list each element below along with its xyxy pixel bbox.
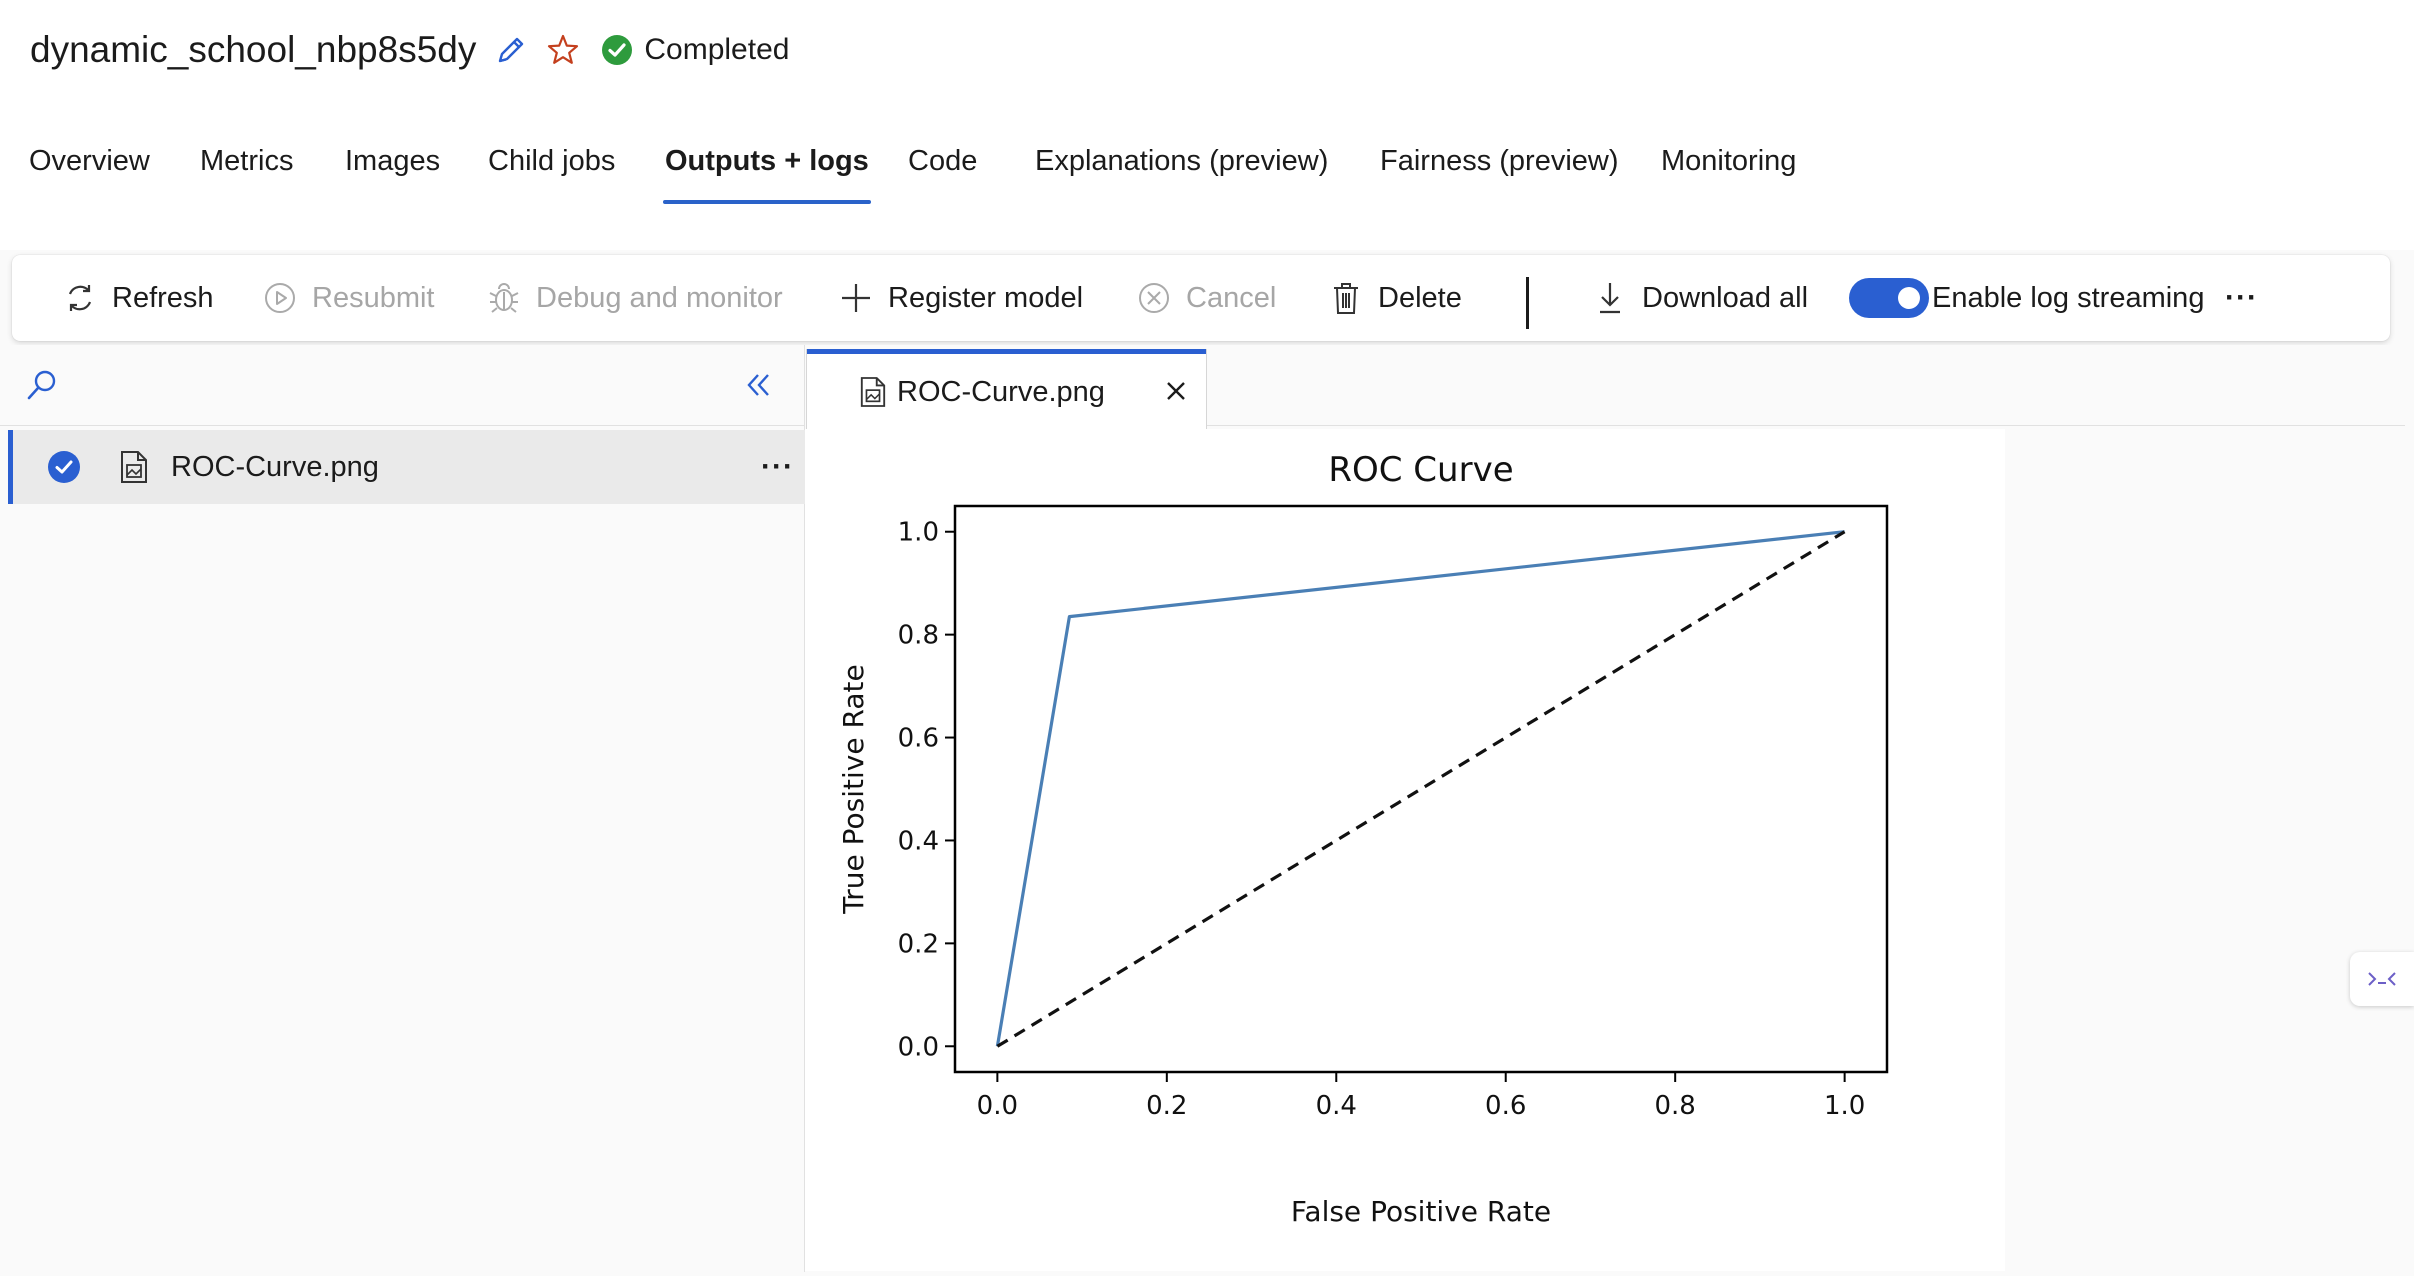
selected-check-icon[interactable] xyxy=(47,450,81,484)
y-tick-label: 0.4 xyxy=(898,826,939,856)
delete-label: Delete xyxy=(1378,281,1462,314)
x-tick-label: 0.0 xyxy=(977,1091,1018,1121)
open-file-tab[interactable]: ROC-Curve.png xyxy=(807,349,1206,430)
play-circle-icon xyxy=(262,280,298,316)
cancel-button[interactable]: Cancel xyxy=(1136,255,1276,341)
command-toolbar: Refresh Resubmit Debug and monitor Regis… xyxy=(12,255,2390,341)
tab-strip-border xyxy=(1207,425,2405,426)
open-file-tab-label: ROC-Curve.png xyxy=(897,375,1105,408)
refresh-button[interactable]: Refresh xyxy=(62,255,214,341)
chart-series xyxy=(995,530,1846,1048)
trash-icon xyxy=(1328,280,1364,316)
roc-curve-line xyxy=(995,530,1845,1047)
x-tick-label: 0.2 xyxy=(1146,1091,1187,1121)
job-title: dynamic_school_nbp8s5dy xyxy=(30,29,477,70)
y-tick-label: 1.0 xyxy=(898,518,939,548)
x-axis-label: False Positive Rate xyxy=(1291,1195,1551,1228)
file-viewer-pane: ROC-Curve.png ROC Curve 0.0 0.2 0.4 0.6 0.8 1… xyxy=(805,345,2414,1272)
explorer-header xyxy=(0,345,804,426)
close-icon[interactable] xyxy=(1163,378,1189,404)
image-file-icon xyxy=(859,376,887,408)
job-header: dynamic_school_nbp8s5dy Completed Overvi… xyxy=(0,0,2414,250)
debug-monitor-label: Debug and monitor xyxy=(536,281,783,314)
y-axis-label: True Positive Rate xyxy=(837,664,870,914)
edit-pencil-icon[interactable] xyxy=(494,33,528,67)
more-actions-button[interactable]: ··· xyxy=(2225,281,2258,314)
x-tick-label: 0.8 xyxy=(1655,1091,1696,1121)
y-tick-label: 0.6 xyxy=(898,724,939,754)
collapse-pane-icon[interactable] xyxy=(740,367,776,408)
chevrons-icon xyxy=(2365,967,2399,991)
tab-outputs-logs[interactable]: Outputs + logs xyxy=(663,136,871,206)
cancel-circle-icon xyxy=(1136,280,1172,316)
tab-overview[interactable]: Overview xyxy=(29,145,150,177)
favorite-star-icon[interactable] xyxy=(546,33,580,67)
y-axis: 0.0 0.2 0.4 0.6 0.8 1.0 xyxy=(898,518,955,1062)
download-all-label: Download all xyxy=(1642,281,1809,314)
chance-diagonal-line xyxy=(996,530,1846,1048)
tab-fairness[interactable]: Fairness (preview) xyxy=(1380,145,1619,177)
cancel-label: Cancel xyxy=(1186,281,1277,314)
register-model-label: Register model xyxy=(888,281,1084,314)
delete-button[interactable]: Delete xyxy=(1328,255,1462,341)
resubmit-label: Resubmit xyxy=(312,281,435,314)
refresh-label: Refresh xyxy=(112,281,214,314)
plot-frame xyxy=(953,504,1889,1074)
roc-curve-chart: ROC Curve 0.00.20.40.60.81.0 0.0 0.2 0.4 0.… xyxy=(837,450,1889,1228)
resubmit-button[interactable]: Resubmit xyxy=(262,255,435,341)
title-row: dynamic_school_nbp8s5dy Completed xyxy=(30,22,789,78)
roc-curve-image: ROC Curve 0.0 0.2 0.4 0.6 0.8 1.0 0.0 0.2 0.4 0.… xyxy=(805,429,2005,1271)
tab-child-jobs[interactable]: Child jobs xyxy=(488,145,616,177)
x-tick-label: 0.4 xyxy=(1316,1091,1357,1121)
image-file-icon xyxy=(119,450,149,484)
download-all-button[interactable]: Download all xyxy=(1592,255,1808,341)
tab-metrics[interactable]: Metrics xyxy=(200,145,294,177)
completed-check-icon xyxy=(600,33,634,67)
x-axis: 0.0 0.2 0.4 0.6 0.8 1.0 xyxy=(977,1072,1865,1121)
y-tick-label: 0.0 xyxy=(898,1032,939,1062)
search-icon[interactable] xyxy=(24,367,60,408)
file-name: ROC-Curve.png xyxy=(171,450,379,483)
tab-explanations[interactable]: Explanations (preview) xyxy=(1035,145,1329,177)
x-tick-label: 1.0 xyxy=(1824,1091,1865,1121)
refresh-icon xyxy=(62,280,98,316)
file-list-item[interactable]: ROC-Curve.png ··· xyxy=(8,430,809,504)
side-panel-toggle-button[interactable] xyxy=(2350,952,2414,1006)
y-tick-label: 0.8 xyxy=(898,621,939,651)
bug-icon xyxy=(486,280,522,316)
file-explorer-pane: ROC-Curve.png ··· xyxy=(0,345,809,1272)
toolbar-divider xyxy=(1526,277,1529,329)
plus-icon xyxy=(838,280,874,316)
log-streaming-label: Enable log streaming xyxy=(1932,281,2205,314)
log-streaming-toggle[interactable] xyxy=(1849,278,1929,318)
tab-code[interactable]: Code xyxy=(908,145,978,177)
chart-title: ROC Curve xyxy=(1328,450,1513,490)
debug-monitor-button[interactable]: Debug and monitor xyxy=(486,255,783,341)
tab-monitoring[interactable]: Monitoring xyxy=(1661,145,1797,177)
y-tick-label: 0.2 xyxy=(898,929,939,959)
x-tick-label: 0.6 xyxy=(1485,1091,1526,1121)
tab-images[interactable]: Images xyxy=(345,145,441,177)
status-label: Completed xyxy=(644,33,790,66)
file-more-button[interactable]: ··· xyxy=(761,450,794,483)
download-icon xyxy=(1592,280,1628,316)
register-model-button[interactable]: Register model xyxy=(838,255,1083,341)
